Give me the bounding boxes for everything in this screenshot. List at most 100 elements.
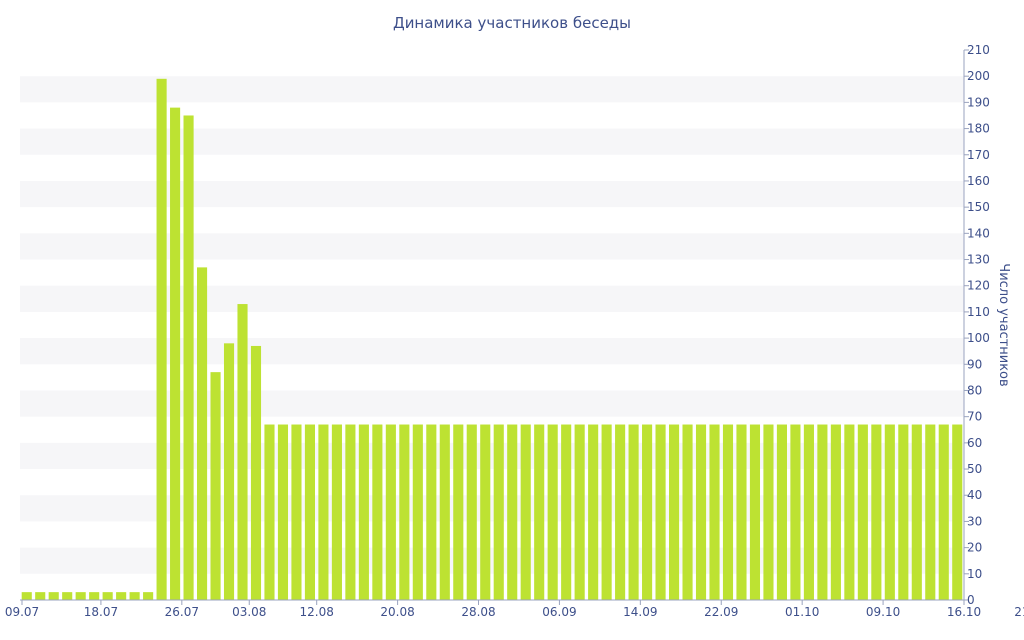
bar <box>709 424 720 600</box>
bar <box>790 424 801 600</box>
bar <box>749 424 761 600</box>
x-tick-label: 18.07 <box>84 605 118 619</box>
bar <box>642 424 653 600</box>
bar <box>143 592 154 600</box>
x-tick-label: 06.09 <box>542 605 576 619</box>
y-tick-label: 190 <box>967 95 990 109</box>
bar <box>736 424 747 600</box>
bar <box>871 424 882 600</box>
bar <box>304 424 315 600</box>
y-tick-label: 120 <box>967 279 990 293</box>
bar <box>520 424 531 600</box>
bar <box>615 424 626 600</box>
y-tick-label: 20 <box>967 541 982 555</box>
y-tick-label: 40 <box>967 488 982 502</box>
bar <box>358 424 369 600</box>
y-tick-label: 210 <box>967 43 990 57</box>
x-tick-label: 22.09 <box>704 605 738 619</box>
y-tick-label: 200 <box>967 69 990 83</box>
bar <box>803 424 814 600</box>
x-tick-label: 26.07 <box>165 605 199 619</box>
bar <box>170 107 181 601</box>
bar <box>898 424 909 600</box>
bar <box>412 424 423 600</box>
x-tick-label: 20.08 <box>380 605 414 619</box>
bar <box>62 592 73 600</box>
bar <box>277 424 289 600</box>
bar <box>574 424 585 600</box>
y-tick-label: 70 <box>967 410 982 424</box>
y-tick-label: 130 <box>967 253 990 267</box>
bar <box>183 115 194 600</box>
bar <box>116 592 127 600</box>
bar <box>628 424 639 600</box>
x-tick-label: 28.08 <box>461 605 495 619</box>
bar <box>601 424 612 600</box>
y-tick-label: 50 <box>967 462 982 476</box>
bar <box>817 424 828 600</box>
y-tick-label: 180 <box>967 122 990 136</box>
bar <box>318 424 329 600</box>
bar <box>884 424 895 600</box>
bar <box>237 304 248 600</box>
grid-band <box>20 76 964 103</box>
x-tick-label: 16.10 <box>947 605 981 619</box>
x-axis-ticks: 09.07 18.07 26.07 03.08 12.08 20.08 28.08 06.09… <box>5 600 1024 619</box>
bar <box>223 343 235 600</box>
bar <box>763 424 774 600</box>
bar <box>439 424 450 600</box>
bar <box>952 424 963 600</box>
bar <box>911 424 922 600</box>
y-tick-label: 160 <box>967 174 990 188</box>
bar <box>102 592 113 600</box>
bar <box>129 592 140 600</box>
bar <box>35 592 46 600</box>
y-tick-label: 100 <box>967 331 990 345</box>
y-tick-label: 80 <box>967 383 982 397</box>
y-tick-label: 90 <box>967 357 982 371</box>
y-tick-label: 10 <box>967 567 982 581</box>
bar <box>857 424 868 600</box>
bar <box>89 592 100 600</box>
bar <box>830 424 841 600</box>
bar <box>372 424 383 600</box>
x-tick-label: 21.10 <box>1014 605 1024 619</box>
y-tick-label: 170 <box>967 148 990 162</box>
y-axis-ticks: 0 10 20 30 40 50 60 70 80 90 100 110 120 130 140 150 160… <box>964 43 990 607</box>
x-tick-label: 09.10 <box>866 605 900 619</box>
bar <box>722 424 734 600</box>
bar <box>264 424 275 600</box>
bar <box>655 424 666 600</box>
bar <box>561 424 572 600</box>
bar <box>534 424 545 600</box>
y-tick-label: 30 <box>967 514 982 528</box>
x-tick-label: 09.07 <box>5 605 39 619</box>
bar <box>493 424 504 600</box>
bar <box>547 424 558 600</box>
x-tick-label: 01.10 <box>785 605 819 619</box>
y-tick-label: 0 <box>967 593 975 607</box>
bar <box>331 424 342 600</box>
bar <box>844 424 855 600</box>
y-tick-label: 140 <box>967 226 990 240</box>
bar <box>426 424 437 600</box>
bar <box>682 424 693 600</box>
bar <box>156 78 167 600</box>
bar <box>466 424 477 600</box>
x-tick-label: 03.08 <box>232 605 266 619</box>
bar <box>345 424 356 600</box>
bar <box>291 424 302 600</box>
bar <box>588 424 599 600</box>
x-tick-label: 14.09 <box>623 605 657 619</box>
bar <box>210 372 221 600</box>
bar <box>75 592 86 600</box>
bar <box>250 345 262 600</box>
x-tick-label: 12.08 <box>300 605 334 619</box>
bar <box>399 424 410 600</box>
bar <box>48 592 59 600</box>
bar <box>669 424 680 600</box>
bar <box>453 424 464 600</box>
y-tick-label: 60 <box>967 436 982 450</box>
